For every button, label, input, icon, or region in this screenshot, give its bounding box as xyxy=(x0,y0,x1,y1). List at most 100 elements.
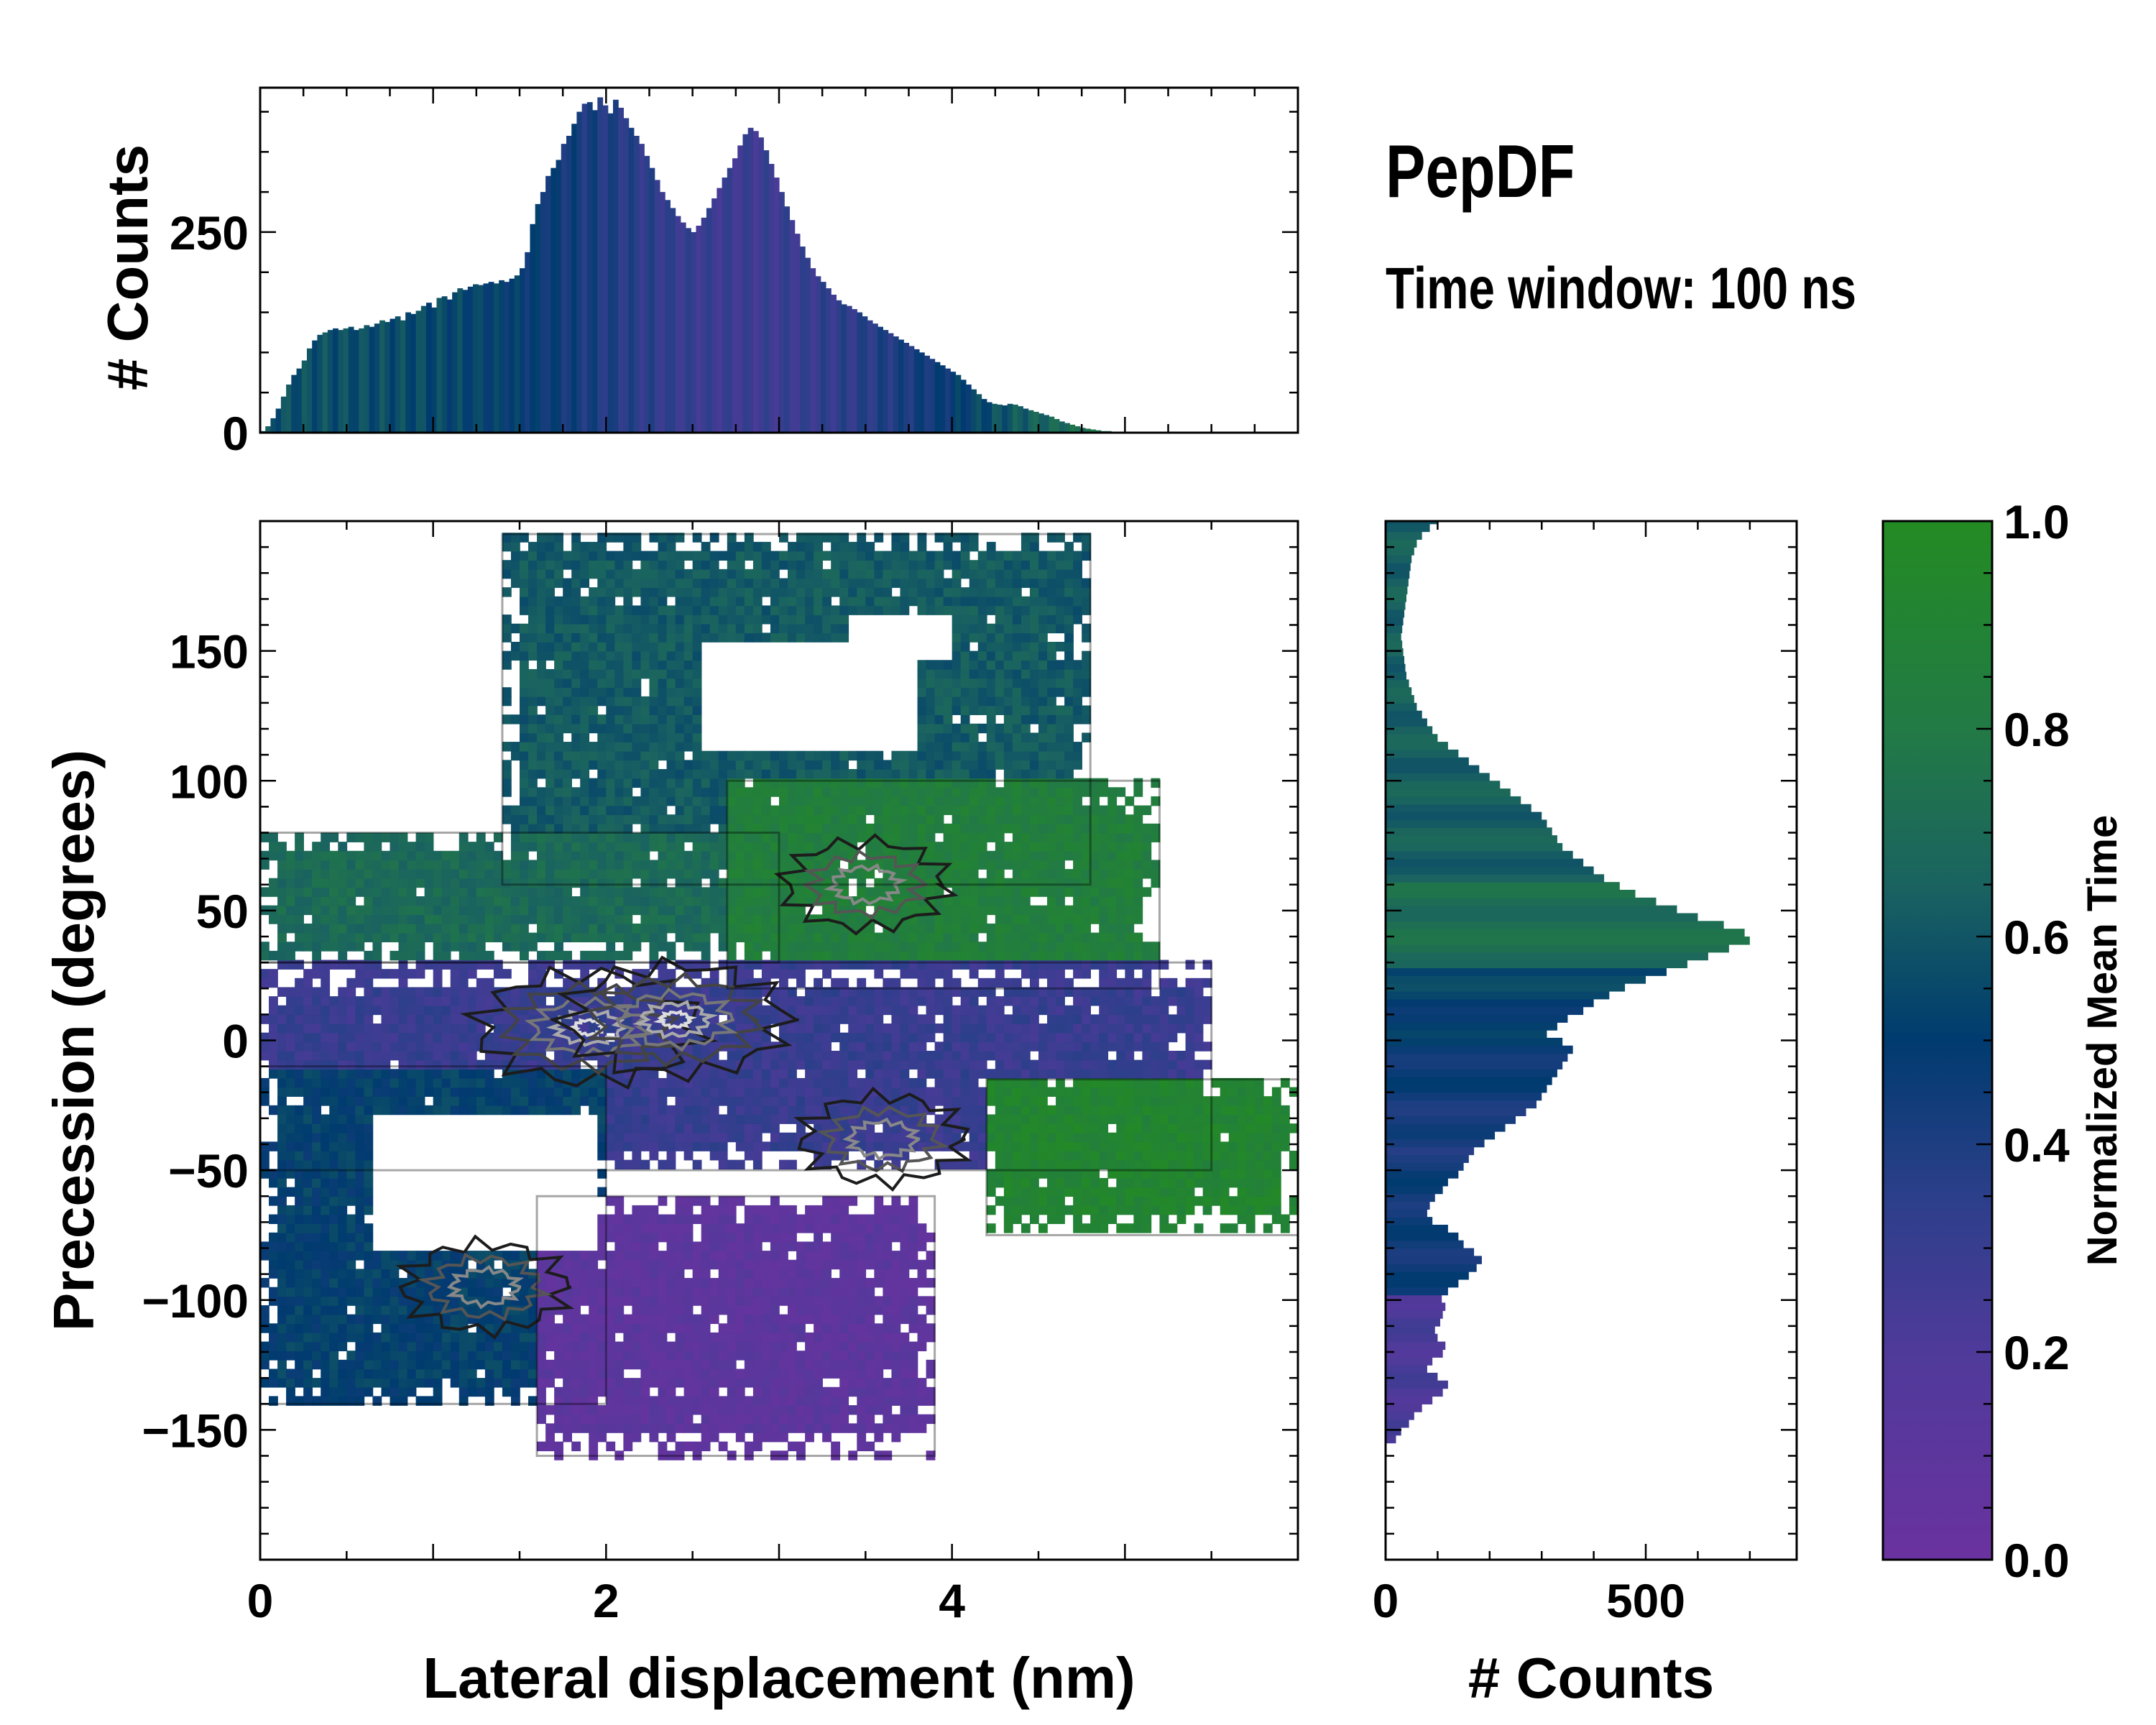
top-hist-bar xyxy=(441,296,448,433)
top-hist-bar xyxy=(306,348,313,433)
heatmap-cell xyxy=(658,696,668,707)
heatmap-cell xyxy=(606,860,616,870)
heatmap-cell xyxy=(589,678,599,688)
heatmap-cell xyxy=(675,1305,685,1315)
heatmap-cell xyxy=(355,1368,365,1379)
heatmap-cell xyxy=(623,887,633,897)
heatmap-cell xyxy=(683,1396,694,1406)
heatmap-cell xyxy=(623,560,633,570)
heatmap-cell xyxy=(269,1296,278,1306)
heatmap-cell xyxy=(796,1351,806,1361)
heatmap-cell xyxy=(623,905,633,916)
heatmap-cell xyxy=(381,1296,391,1306)
heatmap-cell xyxy=(476,978,486,988)
heatmap-cell xyxy=(822,1251,831,1261)
top-hist-bar xyxy=(395,316,401,433)
heatmap-cell xyxy=(675,650,685,661)
heatmap-cell xyxy=(675,823,685,834)
top-hist-bar xyxy=(504,282,510,433)
heatmap-cell xyxy=(831,1241,841,1251)
heatmap-cell xyxy=(761,1032,771,1043)
heatmap-cell xyxy=(390,1378,400,1388)
heatmap-cell xyxy=(312,1332,322,1343)
heatmap-cell xyxy=(839,978,849,988)
heatmap-cell xyxy=(779,1368,788,1379)
heatmap-cell xyxy=(701,1423,711,1433)
heatmap-cell xyxy=(424,869,434,879)
heatmap-cell xyxy=(666,632,676,643)
heatmap-cell xyxy=(312,1305,322,1315)
heatmap-cell xyxy=(381,996,391,1006)
heatmap-cell xyxy=(701,1114,711,1124)
heatmap-cell xyxy=(632,533,642,543)
heatmap-cell xyxy=(321,1041,331,1052)
heatmap-cell xyxy=(580,1378,590,1388)
heatmap-cell xyxy=(623,596,633,607)
heatmap-cell xyxy=(606,778,616,788)
heatmap-cell xyxy=(848,932,858,943)
heatmap-cell xyxy=(441,1287,451,1297)
heatmap-cell xyxy=(277,842,287,852)
heatmap-cell xyxy=(563,641,572,652)
heatmap-cell xyxy=(493,1287,503,1297)
heatmap-cell xyxy=(770,750,780,761)
heatmap-cell xyxy=(796,950,806,961)
heatmap-cell xyxy=(788,1087,797,1097)
heatmap-cell xyxy=(666,1241,676,1251)
heatmap-cell xyxy=(277,905,287,916)
heatmap-cell xyxy=(814,778,823,788)
heatmap-cell xyxy=(364,950,374,961)
heatmap-cell xyxy=(640,823,650,834)
heatmap-cell xyxy=(364,1196,374,1206)
heatmap-cell xyxy=(770,942,780,952)
heatmap-cell xyxy=(277,1105,287,1116)
heatmap-cell xyxy=(441,923,451,934)
heatmap-cell xyxy=(649,1278,659,1288)
heatmap-cell xyxy=(658,1259,668,1270)
heatmap-cell xyxy=(761,960,771,970)
top-hist-bar xyxy=(737,145,744,433)
heatmap-cell xyxy=(805,1368,814,1379)
heatmap-cell xyxy=(467,987,477,997)
heatmap-cell xyxy=(563,623,572,634)
heatmap-cell xyxy=(658,1396,668,1406)
top-hist-bar xyxy=(473,284,479,433)
heatmap-cell xyxy=(779,1232,788,1243)
heatmap-cell xyxy=(658,796,668,806)
heatmap-cell xyxy=(338,1241,348,1251)
heatmap-cell xyxy=(520,569,529,579)
heatmap-cell xyxy=(295,1341,304,1351)
heatmap-cell xyxy=(520,1005,529,1016)
heatmap-cell xyxy=(563,1332,572,1343)
heatmap-cell xyxy=(614,578,625,588)
heatmap-cell xyxy=(424,914,434,924)
heatmap-cell xyxy=(623,760,633,770)
heatmap-cell xyxy=(312,1005,322,1016)
heatmap-cell xyxy=(424,1332,434,1343)
heatmap-cell xyxy=(788,1159,797,1170)
heatmap-cell xyxy=(718,1259,728,1270)
heatmap-cell xyxy=(761,1251,771,1261)
heatmap-cell xyxy=(484,932,494,943)
heatmap-cell xyxy=(701,569,711,579)
heatmap-cell xyxy=(796,615,806,625)
heatmap-cell xyxy=(390,878,400,888)
heatmap-cell xyxy=(614,533,625,543)
heatmap-cell xyxy=(372,1287,382,1297)
heatmap-cell xyxy=(675,1223,685,1233)
heatmap-cell xyxy=(580,705,590,715)
heatmap-cell xyxy=(571,605,581,615)
heatmap-cell xyxy=(295,896,304,906)
heatmap-cell xyxy=(805,896,814,906)
heatmap-cell xyxy=(321,1278,331,1288)
heatmap-cell xyxy=(545,1441,555,1452)
heatmap-cell xyxy=(303,1278,313,1288)
heatmap-cell xyxy=(459,1378,469,1388)
heatmap-cell xyxy=(822,1050,831,1061)
heatmap-cell xyxy=(520,1087,529,1097)
heatmap-cell xyxy=(295,1077,304,1088)
heatmap-cell xyxy=(563,832,572,842)
heatmap-cell xyxy=(295,1014,304,1024)
heatmap-cell xyxy=(597,605,607,615)
heatmap-cell xyxy=(467,1278,477,1288)
